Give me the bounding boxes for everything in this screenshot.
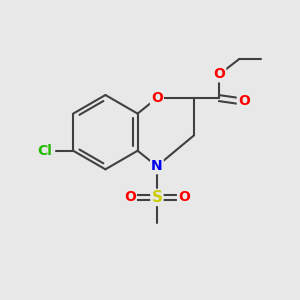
Text: O: O [178,190,190,204]
Text: O: O [213,68,225,81]
Text: O: O [238,94,250,108]
Text: O: O [151,91,163,105]
Text: Cl: Cl [38,144,52,158]
Text: S: S [152,190,162,205]
Text: N: N [151,159,163,173]
Text: O: O [124,190,136,204]
